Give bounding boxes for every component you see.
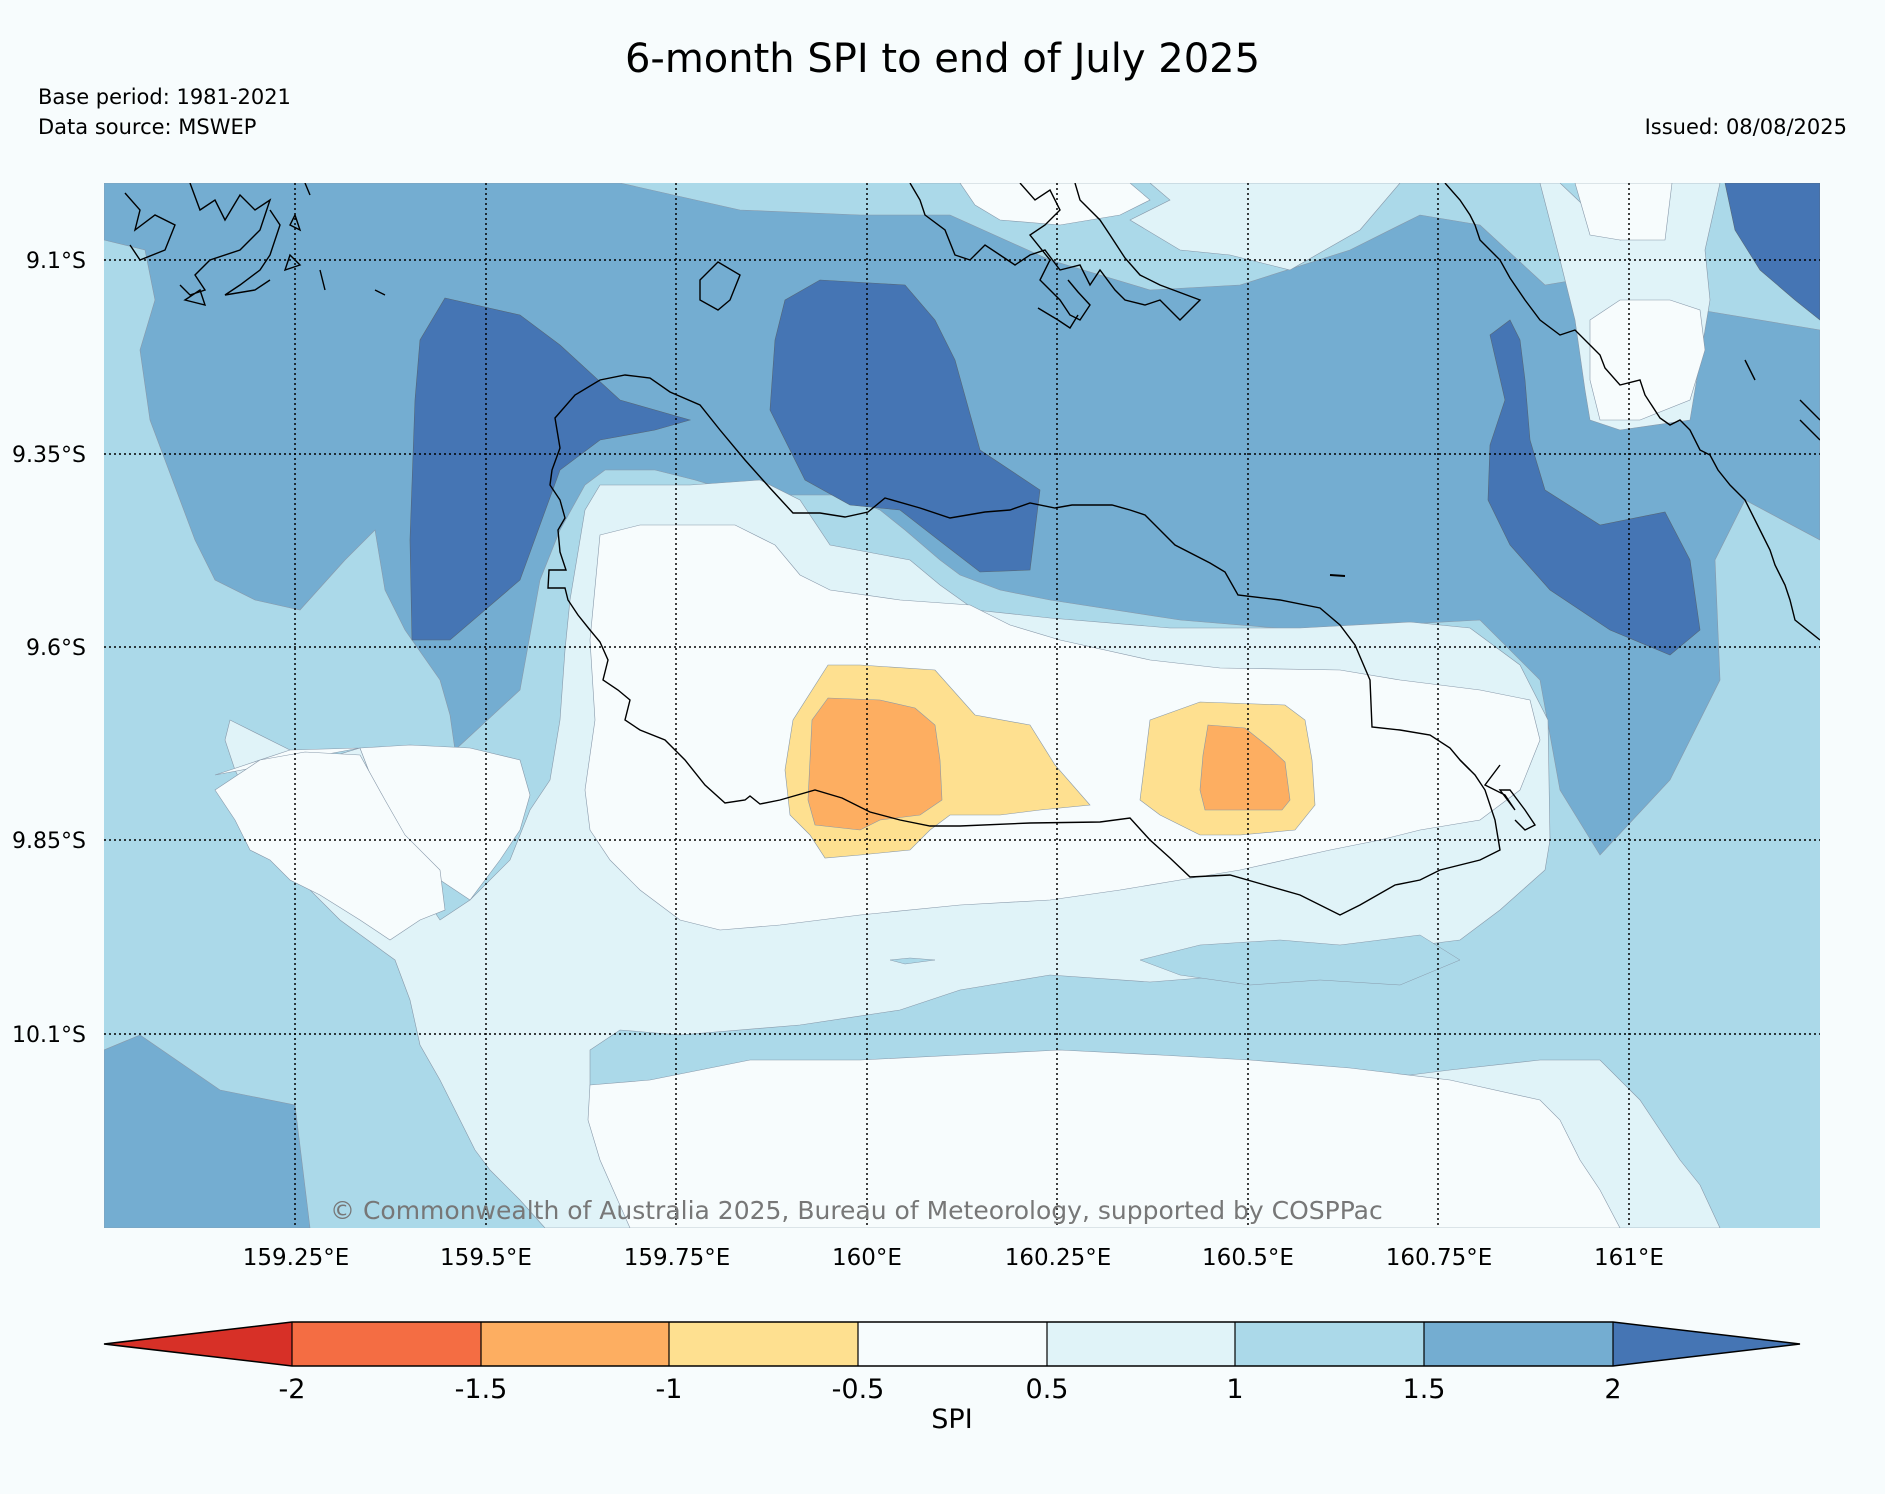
colorbar-tick: 2 xyxy=(1604,1374,1621,1405)
spi-contour-above-2-east xyxy=(1487,319,1701,656)
spi-contour-near-normal-northeast xyxy=(1574,183,1673,241)
base-period-text: Base period: 1981-2021 xyxy=(38,85,291,109)
colorbar-tick: 1.5 xyxy=(1403,1374,1446,1405)
colorbar-tick: -1 xyxy=(656,1374,683,1405)
colorbar-segment xyxy=(104,1322,292,1366)
coastline-northwest-islands xyxy=(124,183,741,311)
lat-label: 9.1°S xyxy=(26,249,86,274)
spi-contour-near-normal-north xyxy=(959,183,1151,226)
lon-label: 160.75°E xyxy=(1386,1245,1493,1271)
colorbar-ticks: -2 -1.5 -1 -0.5 0.5 1 1.5 2 xyxy=(279,1374,1622,1405)
lon-label: 159.75°E xyxy=(624,1245,731,1271)
colorbar-tick: 1 xyxy=(1226,1374,1243,1405)
lat-label: 9.85°S xyxy=(12,829,86,854)
spi-contour-above-2-northeast xyxy=(1724,183,1820,321)
map-metadata: Base period: 1981-2021 Data source: MSWE… xyxy=(38,82,291,142)
lon-label: 160.5°E xyxy=(1202,1245,1294,1271)
colorbar-tick: -1.5 xyxy=(455,1374,508,1405)
colorbar-tick: -2 xyxy=(279,1374,306,1405)
lat-label: 9.35°S xyxy=(12,443,86,468)
spi-contour-minus-1.5-to-minus-1-west xyxy=(807,697,943,831)
lon-label: 159.5°E xyxy=(440,1245,532,1271)
colorbar-tick: -0.5 xyxy=(832,1374,885,1405)
spi-contour-minus-1.5-to-minus-1-east xyxy=(1199,724,1291,811)
spi-contour-near-normal-east xyxy=(1589,299,1706,421)
lat-label: 9.6°S xyxy=(26,636,86,661)
coastline-malaita xyxy=(1444,183,1820,641)
colorbar-segment xyxy=(292,1322,481,1366)
spi-contour-near-normal-west xyxy=(214,744,531,901)
page-title: 6-month SPI to end of July 2025 xyxy=(624,36,1261,82)
spi-contour-near-normal-south xyxy=(587,1049,1621,1228)
spi-contour-1-to-1.5-dot xyxy=(889,957,936,965)
colorbar-title: SPI xyxy=(931,1404,972,1435)
coastline-islet xyxy=(1329,574,1346,577)
lat-label: 10.1°S xyxy=(12,1023,86,1048)
lon-label: 159.25°E xyxy=(243,1245,350,1271)
map-gridlines xyxy=(104,183,1820,1228)
colorbar-segment xyxy=(1235,1322,1424,1366)
lon-label: 160°E xyxy=(832,1245,902,1271)
longitude-labels: 159.25°E 159.5°E 159.75°E 160°E 160.25°E… xyxy=(243,1245,1664,1271)
colorbar-segment xyxy=(1047,1322,1235,1366)
colorbar-segment xyxy=(1613,1322,1800,1366)
spi-contour-1-to-1.5-lens xyxy=(1139,934,1461,986)
coastline-florida-islands xyxy=(909,183,1202,329)
issued-date: Issued: 08/08/2025 xyxy=(1644,115,1847,139)
coastline-outlines xyxy=(124,183,1820,916)
colorbar-segment xyxy=(669,1322,858,1366)
latitude-labels: 9.1°S 9.35°S 9.6°S 9.85°S 10.1°S xyxy=(12,249,86,1048)
colorbar-dividers xyxy=(291,1322,1614,1366)
colorbar-segment xyxy=(1424,1322,1613,1366)
colorbar-segment xyxy=(481,1322,669,1366)
spi-contour-near-normal-southwest xyxy=(214,751,446,941)
copyright-text: © Commonwealth of Australia 2025, Bureau… xyxy=(330,1196,1383,1225)
spi-contour-above-2-central xyxy=(769,279,1041,573)
coastline-guadalcanal xyxy=(547,374,1501,916)
colorbar-tick: 0.5 xyxy=(1026,1374,1069,1405)
data-source-text: Data source: MSWEP xyxy=(38,115,257,139)
spi-contour-above-2-west xyxy=(409,297,692,641)
lon-label: 160.25°E xyxy=(1005,1245,1112,1271)
colorbar-segment xyxy=(858,1322,1047,1366)
lon-label: 161°E xyxy=(1594,1245,1664,1271)
spi-contour-map xyxy=(104,183,1820,1228)
colorbar: -2 -1.5 -1 -0.5 0.5 1 1.5 2 SPI xyxy=(103,1321,1801,1435)
coastline-east-fragments xyxy=(1459,359,1820,831)
